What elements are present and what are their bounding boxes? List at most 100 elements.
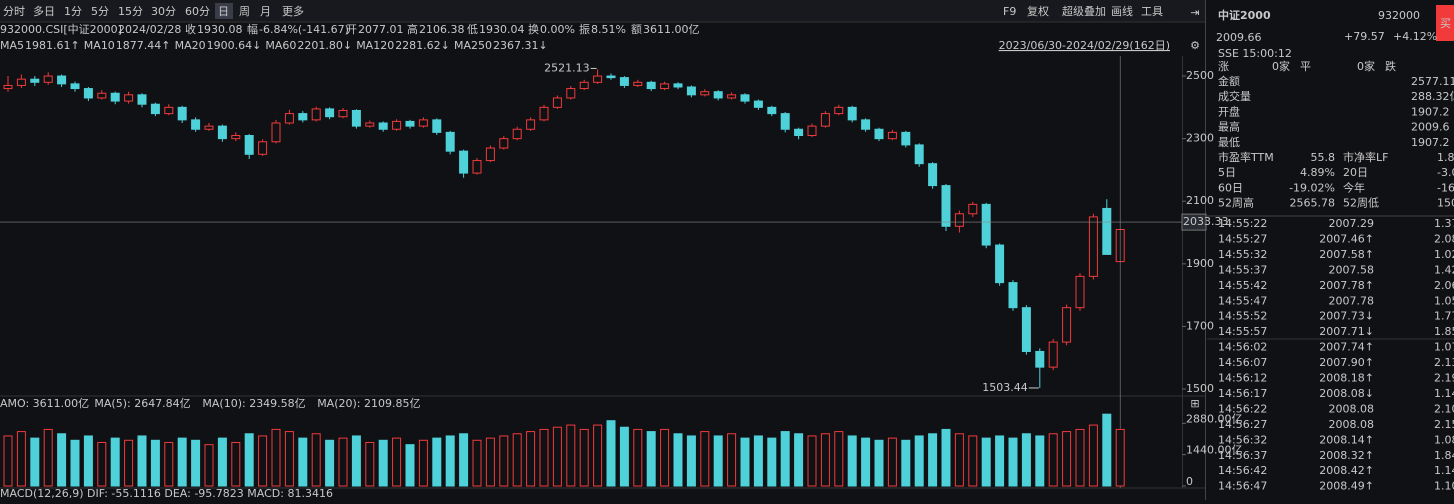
volume-bar [552, 426, 562, 487]
y-tick-label: 2500 [1186, 69, 1214, 82]
volume-bar [1088, 424, 1098, 487]
tick-volume: 1.85 [1434, 325, 1454, 338]
high-label: 2521.13 [544, 61, 590, 74]
volume-bar [1008, 437, 1018, 487]
period-tab[interactable]: 30分 [151, 5, 176, 18]
collapse-icon[interactable]: ⇥ [1190, 6, 1199, 19]
ma-value: 1877.44↑ [116, 39, 171, 52]
info-label: 高 [407, 22, 418, 36]
candle-body [753, 100, 763, 108]
breadth: 0家 [1357, 59, 1375, 73]
period-tab[interactable]: 周 [239, 5, 250, 18]
period-tab[interactable]: 分时 [3, 5, 25, 18]
tick-time: 14:56:17 [1218, 387, 1267, 400]
volume-bar [928, 433, 938, 487]
volume-bar [820, 433, 830, 487]
info-value: 2077.01 [358, 23, 404, 36]
stat-value: -3.05 [1437, 166, 1454, 179]
candle-body [338, 109, 348, 118]
tick-price: 2008.32↑ [1319, 449, 1374, 462]
volume-bar [485, 437, 495, 487]
candle-body [43, 75, 53, 83]
candle-body [539, 106, 549, 121]
volume-header: MA(20): 2109.85亿 [317, 397, 420, 410]
macd-header: MACD(12,26,9) DIF: -55.1116 DEA: -95.782… [0, 487, 333, 500]
candle-body [485, 147, 495, 162]
info-label: 低 [467, 23, 478, 36]
candle-body [351, 109, 361, 127]
candle-body [928, 163, 938, 187]
volume-bar [995, 435, 1005, 487]
period-tab[interactable]: 1分 [64, 5, 82, 18]
tick-price: 2007.78 [1329, 294, 1375, 307]
ma-label: MA20 [175, 39, 206, 52]
candle-body [445, 131, 455, 152]
stat-value: 1907.2 [1411, 136, 1450, 149]
volume-bar [1021, 433, 1031, 487]
volume-bar [566, 424, 576, 487]
candle-body [325, 108, 335, 118]
period-tab[interactable]: 5分 [91, 5, 109, 18]
settings-icon[interactable]: ⚙ [1190, 39, 1200, 52]
info-value: 1930.04 [479, 23, 525, 36]
tick-time: 14:55:32 [1218, 248, 1267, 261]
tick-time: 14:55:47 [1218, 294, 1267, 307]
period-tab[interactable]: 月 [260, 5, 271, 18]
candle-body [887, 131, 897, 140]
tool-button[interactable]: 工具 [1141, 5, 1163, 18]
volume-bar [392, 437, 402, 487]
candle-body [847, 106, 857, 121]
stat-label: 20日 [1343, 166, 1368, 179]
volume-bar [445, 435, 455, 487]
candle-body [405, 120, 415, 127]
period-tab[interactable]: 60分 [185, 5, 210, 18]
quote-name: 中证2000 [1218, 8, 1271, 22]
period-tab[interactable]: 多日 [33, 4, 55, 18]
quote-code: 932000 [1378, 9, 1420, 22]
tool-button[interactable]: F9 [1003, 5, 1016, 18]
stat-label: 最低 [1218, 136, 1240, 149]
volume-bar [887, 437, 897, 487]
tick-time: 14:56:27 [1218, 418, 1267, 431]
candle-body [1008, 282, 1018, 309]
stat-value: 1907.2 [1411, 105, 1450, 118]
candle-body [392, 120, 402, 130]
volume-bar [150, 439, 160, 487]
ma-label: MA60 [265, 39, 296, 52]
candle-body [820, 113, 830, 127]
candle-body [258, 141, 268, 155]
tick-volume: 1.05 [1434, 294, 1454, 307]
buy-button[interactable] [1436, 5, 1454, 41]
tool-button[interactable]: 超级叠加 [1062, 4, 1106, 18]
expand-icon[interactable]: ⊞ [1190, 397, 1199, 410]
stat-label: 成交量 [1218, 89, 1251, 103]
stat-value: 4.89% [1300, 166, 1335, 179]
stat-value: 288.32亿 [1411, 90, 1454, 103]
volume-bar [539, 428, 549, 487]
tick-time: 14:56:42 [1218, 464, 1267, 477]
quote-price: 2009.66 [1216, 31, 1262, 44]
volume-bar [1048, 433, 1058, 487]
tick-price: 2007.90↑ [1319, 356, 1374, 369]
candle-body [271, 122, 281, 143]
volume-bar [284, 431, 294, 487]
period-tab[interactable]: 15分 [118, 5, 143, 18]
period-tab[interactable]: 日 [218, 5, 229, 18]
tick-volume: 1.14 [1434, 387, 1454, 400]
tool-button[interactable]: 画线 [1111, 4, 1133, 18]
volume-bar [459, 433, 469, 487]
period-tab[interactable]: 更多 [282, 4, 304, 18]
buy-label[interactable]: 买 [1440, 17, 1451, 30]
y-tick-label: 1500 [1186, 382, 1214, 395]
volume-bar [874, 439, 884, 487]
volume-bar [512, 433, 522, 487]
volume-bar [901, 439, 911, 487]
tool-button[interactable]: 复权 [1027, 4, 1049, 18]
info-label: 幅 [247, 23, 258, 36]
candle-body [83, 88, 93, 99]
candle-body [499, 138, 509, 149]
volume-bar [861, 437, 871, 487]
stat-label: 最高 [1218, 120, 1240, 134]
tick-volume: 2.06 [1434, 279, 1454, 292]
